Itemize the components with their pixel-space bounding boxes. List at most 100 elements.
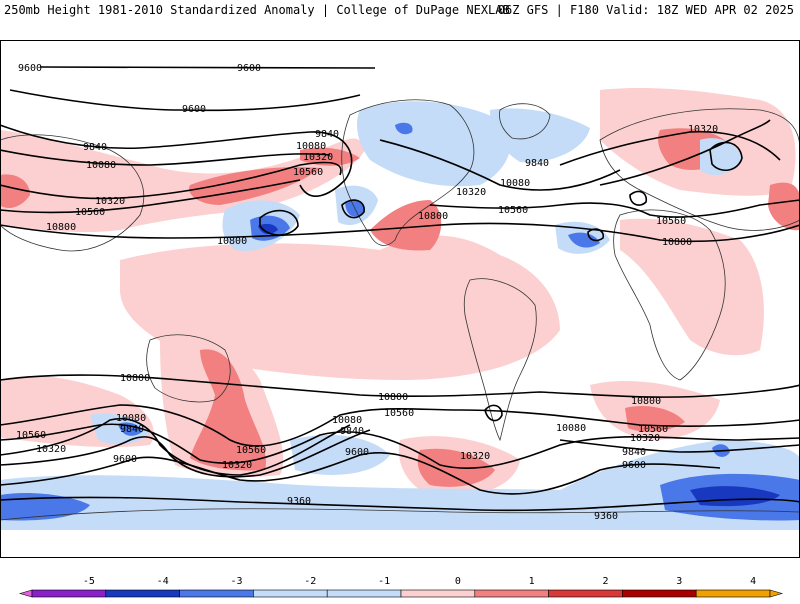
contour-9360-south: [0, 496, 800, 512]
contour-10560-atlantic: [429, 199, 800, 218]
contour-9840-south: [0, 429, 371, 478]
contour-label: 10080: [86, 160, 116, 171]
colorbar-tick-label: 4: [750, 576, 756, 587]
contour-label: 10320: [36, 444, 66, 455]
model-run-info: 06Z GFS | F180 Valid: 18Z WED APR 02 202…: [497, 3, 794, 17]
contour-label: 10560: [638, 424, 668, 435]
colorbar-segment: [400, 589, 476, 598]
contour-label: 10080: [296, 141, 326, 152]
contour-label: 10800: [662, 237, 692, 248]
contour-label: 10320: [222, 460, 252, 471]
contour-label: 9840: [120, 424, 144, 435]
colorbar-segment: [105, 589, 180, 598]
contour-10080-north: [0, 149, 331, 166]
contour-label: 9840: [622, 447, 646, 458]
colorbar-tick-label: -2: [304, 576, 316, 587]
contour-label: 9840: [315, 129, 339, 140]
contour-10320-north: [0, 161, 342, 200]
contour-label: 9600: [18, 63, 42, 74]
contour-label: 9600: [182, 104, 206, 115]
contour-10320-europe: [599, 119, 771, 186]
contour-label: 9600: [237, 63, 261, 74]
contour-label: 10800: [631, 396, 661, 407]
colorbar-tick-label: 3: [676, 576, 682, 587]
antarctica-outline: [0, 508, 800, 521]
africa-outline: [613, 209, 726, 381]
anomaly-area: [700, 138, 742, 176]
contour-label: 9840: [340, 426, 364, 437]
contour-label: 10800: [217, 236, 247, 247]
map-title: 250mb Height 1981-2010 Standardized Anom…: [4, 3, 510, 17]
contour-loop-pacific-1: [259, 209, 299, 236]
asia-east-outline: [0, 134, 145, 252]
anomaly-area: [620, 218, 764, 356]
south-america-outline: [463, 278, 537, 442]
colorbar-segment: [326, 589, 402, 598]
north-america-outline: [341, 99, 475, 246]
colorbar-segment: [31, 589, 107, 598]
contour-label: 9840: [83, 142, 107, 153]
contour-label: 10320: [303, 152, 333, 163]
contour-label: 10320: [688, 124, 718, 135]
contour-label: 10080: [332, 415, 362, 426]
contour-label: 10320: [456, 187, 486, 198]
contour-loop-atlantic: [629, 190, 648, 206]
contour-label: 9600: [113, 454, 137, 465]
eurasia-outline: [599, 108, 800, 231]
anomaly-area: [0, 130, 365, 233]
contour-10800-south: [0, 374, 800, 398]
contour-label: 10080: [556, 423, 586, 434]
contour-10560-north: [0, 179, 301, 214]
anomaly-area: [0, 493, 90, 521]
contour-label: 10560: [293, 167, 323, 178]
anomaly-area: [395, 122, 413, 135]
colorbar-tick-label: 2: [602, 576, 608, 587]
colorbar-tick-label: -5: [83, 576, 95, 587]
contour-loop-south: [484, 404, 503, 422]
contour-label: 9360: [594, 511, 618, 522]
colorbar-tick-label: -4: [157, 576, 169, 587]
contour-label: 10560: [384, 408, 414, 419]
contour-10560-south: [0, 404, 800, 447]
anomaly-area: [0, 174, 30, 208]
contour-label: 10080: [116, 413, 146, 424]
anomaly-colorbar: -5-4-3-2-1012345: [0, 572, 800, 600]
contour-10080-south: [0, 418, 351, 476]
contour-label: 10320: [630, 433, 660, 444]
greenland-outline: [499, 103, 551, 140]
contour-label: 10800: [378, 392, 408, 403]
anomaly-area: [568, 232, 600, 248]
colorbar-segment: [622, 589, 697, 598]
colorbar-arrow-left: [18, 589, 33, 598]
anomaly-area: [370, 200, 442, 251]
contour-label: 10320: [460, 451, 490, 462]
contour-label: 10560: [16, 430, 46, 441]
contour-9840-atlantic-south: [559, 439, 800, 453]
contour-label: 10560: [498, 205, 528, 216]
anomaly-area: [490, 108, 590, 163]
colorbar-segments: [18, 589, 784, 598]
contour-loop-europe: [709, 141, 743, 171]
colorbar-tick-label: -3: [230, 576, 242, 587]
contour-label: 10560: [656, 216, 686, 227]
anomaly-area: [300, 147, 360, 166]
coastlines: [0, 99, 800, 521]
contour-10080-na: [379, 139, 621, 191]
contour-label: 10800: [120, 373, 150, 384]
colorbar-tick-label: 1: [529, 576, 535, 587]
contour-loop-atlantic-2: [587, 228, 605, 242]
contour-9600-north-loop: [9, 89, 361, 112]
colorbar-segment: [548, 589, 623, 598]
anomaly-area: [120, 235, 560, 380]
anomaly-area: [189, 167, 320, 205]
contour-loop-pacific-2: [341, 199, 365, 219]
contour-label: 9600: [622, 460, 646, 471]
anomaly-area: [768, 182, 800, 231]
contour-9600-south: [0, 451, 721, 495]
contour-label: 10080: [500, 178, 530, 189]
contour-label: 9840: [525, 158, 549, 169]
colorbar-segment: [179, 589, 254, 598]
colorbar-arrow-right: [769, 589, 784, 598]
contour-label: 10560: [75, 207, 105, 218]
contour-label: 9360: [287, 496, 311, 507]
